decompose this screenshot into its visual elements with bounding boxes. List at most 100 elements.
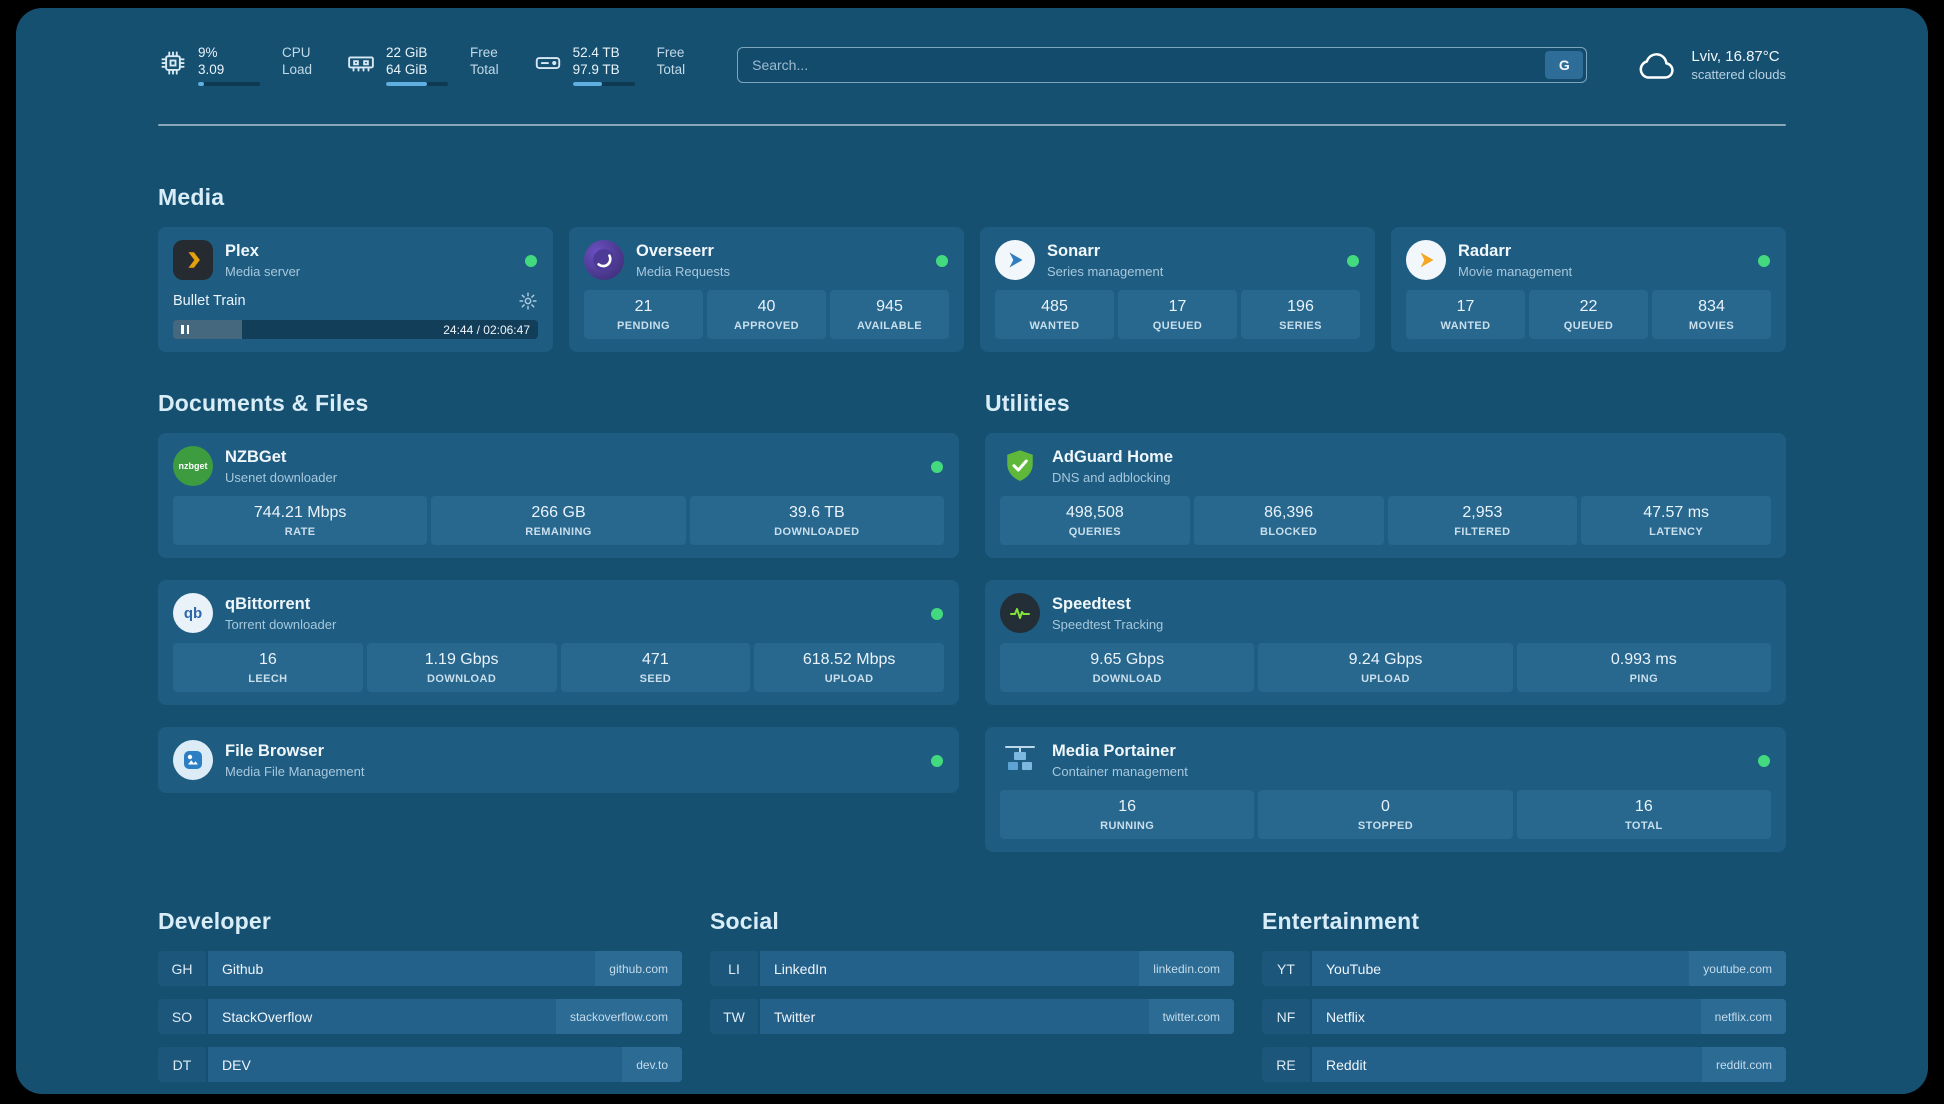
search-bar: G xyxy=(737,47,1588,83)
stat-wanted: 17 WANTED xyxy=(1406,290,1525,339)
sonarr-icon xyxy=(995,240,1035,280)
bookmark-name: Reddit xyxy=(1326,1056,1367,1073)
bookmark-group-title: Social xyxy=(710,908,779,934)
card-speedtest[interactable]: Speedtest Speedtest Tracking 9.65 Gbps D… xyxy=(985,580,1786,705)
weather-location: Lviv, 16.87°C xyxy=(1691,48,1780,65)
playback-time: 24:44 / 02:06:47 xyxy=(443,322,530,337)
card-portainer[interactable]: Media Portainer Container management 16 … xyxy=(985,727,1786,852)
status-dot xyxy=(1758,755,1770,767)
stat-queued: 17 QUEUED xyxy=(1118,290,1237,339)
card-title: Media Portainer xyxy=(1052,741,1176,760)
stat-stopped: 0 STOPPED xyxy=(1258,790,1513,839)
dashboard: 9% 3.09 CPU Load xyxy=(16,8,1928,1094)
card-plex[interactable]: Plex Media server Bullet Train xyxy=(158,227,553,352)
card-radarr[interactable]: Radarr Movie management 17 WANTED 22 QUE… xyxy=(1391,227,1786,352)
bookmark-abbr: LI xyxy=(710,951,758,986)
disk-usage-bar xyxy=(572,82,635,86)
filebrowser-icon xyxy=(173,740,213,780)
cpu-usage-bar xyxy=(198,82,260,86)
cloud-icon xyxy=(1633,42,1679,88)
card-filebrowser[interactable]: File Browser Media File Management xyxy=(158,727,959,793)
portainer-crane-icon xyxy=(1000,740,1040,780)
bookmark-netflix[interactable]: NF Netflix netflix.com xyxy=(1262,999,1786,1034)
stat-upload: 9.24 Gbps UPLOAD xyxy=(1258,643,1513,692)
stat-available: 945 AVAILABLE xyxy=(830,290,949,339)
memory-usage-bar xyxy=(386,82,449,86)
stat-movies: 834 MOVIES xyxy=(1652,290,1771,339)
section-media: Media Plex Media server Bullet Train xyxy=(158,184,1786,352)
section-title-media: Media xyxy=(158,184,225,210)
status-dot xyxy=(931,461,943,473)
cpu-label: CPU xyxy=(282,45,311,60)
bookmark-group-developer: Developer GH Github github.com SO StackO… xyxy=(158,908,682,1082)
bookmark-stackoverflow[interactable]: SO StackOverflow stackoverflow.com xyxy=(158,999,682,1034)
overseerr-icon xyxy=(584,240,624,280)
card-subtitle: Usenet downloader xyxy=(225,469,338,485)
stat-downloaded: 39.6 TB DOWNLOADED xyxy=(689,496,944,545)
bookmark-reddit[interactable]: RE Reddit reddit.com xyxy=(1262,1047,1786,1082)
stat-leech: 16 LEECH xyxy=(173,643,363,692)
stat-remaining: 266 GB REMAINING xyxy=(431,496,686,545)
card-nzbget[interactable]: nzbget NZBGet Usenet downloader 744.21 M… xyxy=(158,433,959,558)
disk-icon xyxy=(533,48,563,78)
status-dot xyxy=(936,255,948,267)
bookmark-name: YouTube xyxy=(1326,960,1382,977)
bookmark-abbr: DT xyxy=(158,1047,206,1082)
card-adguard[interactable]: AdGuard Home DNS and adblocking 498,508 … xyxy=(985,433,1786,558)
stat-series: 196 SERIES xyxy=(1241,290,1360,339)
bookmark-github[interactable]: GH Github github.com xyxy=(158,951,682,986)
bookmark-youtube[interactable]: YT YouTube youtube.com xyxy=(1262,951,1786,986)
speedtest-icon xyxy=(1000,593,1040,633)
search-input[interactable] xyxy=(737,47,1588,83)
status-dot xyxy=(931,755,943,767)
bookmark-name: DEV xyxy=(222,1056,251,1073)
card-qbittorrent[interactable]: qb qBittorrent Torrent downloader 16 LEE… xyxy=(158,580,959,705)
gear-icon[interactable] xyxy=(518,291,538,311)
card-subtitle: Media Requests xyxy=(636,263,730,279)
card-title: Sonarr xyxy=(1047,241,1101,260)
playback-progress-bar[interactable]: 24:44 / 02:06:47 xyxy=(173,320,538,339)
status-dot xyxy=(1347,255,1359,267)
bookmark-url: linkedin.com xyxy=(1139,951,1234,986)
pause-icon[interactable] xyxy=(181,325,189,334)
card-title: qBittorrent xyxy=(225,594,311,613)
system-widgets: 9% 3.09 CPU Load xyxy=(158,44,685,86)
playback-progress-fill xyxy=(173,320,243,339)
status-dot xyxy=(931,608,943,620)
disk-free-label: Free xyxy=(656,45,685,60)
memory-icon xyxy=(346,48,376,78)
stat-queries: 498,508 QUERIES xyxy=(1000,496,1190,545)
memory-total-label: Total xyxy=(470,62,499,77)
card-overseerr[interactable]: Overseerr Media Requests 21 PENDING 40 A… xyxy=(569,227,964,352)
bookmark-name: Twitter xyxy=(774,1008,816,1025)
card-subtitle: Movie management xyxy=(1458,263,1573,279)
section-utilities: Utilities AdGuard Home DNS and adblockin… xyxy=(985,390,1786,852)
bookmark-abbr: NF xyxy=(1262,999,1310,1034)
adguard-shield-icon xyxy=(1000,446,1040,486)
disk-free-value: 52.4 TB xyxy=(572,45,620,60)
stat-download: 1.19 Gbps DOWNLOAD xyxy=(366,643,557,692)
bookmark-dev[interactable]: DT DEV dev.to xyxy=(158,1047,682,1082)
search-provider-button[interactable]: G xyxy=(1545,51,1584,79)
section-title-utilities: Utilities xyxy=(985,390,1070,416)
disk-total-label: Total xyxy=(656,62,686,77)
bookmark-abbr: RE xyxy=(1262,1047,1310,1082)
bookmark-name: Github xyxy=(222,960,264,977)
card-subtitle: Series management xyxy=(1047,263,1164,279)
stat-ping: 0.993 ms PING xyxy=(1516,643,1771,692)
stat-filtered: 2,953 FILTERED xyxy=(1387,496,1578,545)
bookmark-group-title: Entertainment xyxy=(1262,908,1420,934)
bookmark-url: stackoverflow.com xyxy=(555,999,682,1034)
card-sonarr[interactable]: Sonarr Series management 485 WANTED 17 Q… xyxy=(980,227,1375,352)
bookmark-url: reddit.com xyxy=(1701,1047,1786,1082)
bookmark-name: Netflix xyxy=(1326,1008,1365,1025)
bookmark-twitter[interactable]: TW Twitter twitter.com xyxy=(710,999,1234,1034)
card-title: NZBGet xyxy=(225,447,287,466)
cpu-usage-value: 9% xyxy=(198,45,218,60)
bookmark-group-entertainment: Entertainment YT YouTube youtube.com NF … xyxy=(1262,908,1786,1082)
qbittorrent-icon: qb xyxy=(173,593,213,633)
bookmark-group-title: Developer xyxy=(158,908,272,934)
top-bar: 9% 3.09 CPU Load xyxy=(158,38,1786,92)
bookmark-linkedin[interactable]: LI LinkedIn linkedin.com xyxy=(710,951,1234,986)
stat-upload: 618.52 Mbps UPLOAD xyxy=(754,643,944,692)
